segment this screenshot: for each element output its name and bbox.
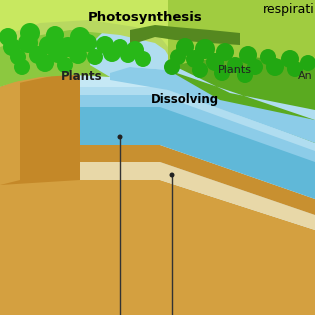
Circle shape (266, 58, 284, 76)
Polygon shape (168, 0, 315, 143)
Text: Photosynthesis: Photosynthesis (88, 10, 203, 24)
Polygon shape (0, 70, 80, 185)
Bar (11, 46, 13, 52)
Bar (224, 51, 226, 57)
Circle shape (192, 62, 208, 78)
Circle shape (237, 67, 253, 83)
Polygon shape (0, 0, 168, 55)
Polygon shape (130, 25, 240, 45)
Circle shape (214, 65, 230, 81)
Polygon shape (0, 0, 315, 115)
Bar (104, 44, 106, 50)
Circle shape (46, 26, 64, 44)
Circle shape (69, 46, 87, 64)
Bar (214, 61, 216, 67)
Polygon shape (168, 0, 315, 67)
Circle shape (112, 39, 128, 55)
Bar (194, 58, 196, 64)
Circle shape (96, 36, 114, 54)
Circle shape (70, 27, 90, 47)
Bar (221, 72, 223, 78)
Bar (119, 46, 121, 52)
Bar (87, 42, 89, 49)
Bar (134, 49, 136, 55)
Text: Dissolving: Dissolving (151, 94, 219, 106)
Circle shape (176, 38, 194, 56)
Circle shape (103, 44, 121, 62)
Circle shape (48, 43, 68, 63)
Bar (289, 58, 291, 64)
Circle shape (120, 47, 136, 63)
Text: respirati: respirati (263, 3, 315, 16)
Bar (267, 56, 269, 62)
Polygon shape (90, 20, 168, 87)
Polygon shape (0, 0, 168, 87)
Bar (199, 69, 201, 75)
Bar (247, 54, 249, 60)
Bar (294, 68, 296, 74)
Bar (17, 56, 19, 62)
Bar (21, 66, 23, 72)
Bar (274, 66, 276, 72)
Text: Plants: Plants (61, 70, 103, 83)
Bar (111, 52, 113, 58)
Polygon shape (0, 67, 50, 180)
Circle shape (164, 59, 180, 75)
Polygon shape (0, 180, 315, 315)
Bar (7, 36, 9, 43)
Polygon shape (0, 67, 75, 180)
Text: Plants: Plants (218, 65, 252, 75)
Circle shape (239, 46, 257, 64)
Polygon shape (0, 162, 315, 230)
Bar (177, 56, 179, 62)
Bar (142, 58, 144, 64)
Polygon shape (110, 67, 315, 143)
Bar (234, 64, 236, 70)
Circle shape (300, 55, 315, 71)
Bar (77, 54, 79, 60)
Circle shape (126, 41, 144, 59)
Circle shape (58, 37, 78, 57)
Polygon shape (0, 105, 315, 199)
Circle shape (57, 57, 73, 73)
Bar (127, 54, 129, 60)
Bar (66, 46, 70, 53)
Circle shape (195, 39, 215, 59)
Bar (307, 62, 309, 68)
Bar (203, 48, 207, 55)
Bar (64, 64, 66, 70)
Bar (47, 44, 49, 50)
Circle shape (216, 43, 234, 61)
Circle shape (18, 33, 38, 53)
Circle shape (281, 50, 299, 68)
Polygon shape (130, 61, 315, 120)
Polygon shape (0, 93, 315, 162)
Polygon shape (0, 0, 168, 47)
Polygon shape (0, 81, 20, 185)
Circle shape (206, 53, 224, 71)
Circle shape (227, 57, 243, 73)
Circle shape (87, 49, 103, 65)
Polygon shape (0, 87, 315, 151)
Circle shape (3, 38, 21, 56)
Bar (44, 62, 46, 68)
Circle shape (0, 28, 17, 46)
Circle shape (29, 46, 47, 64)
Circle shape (39, 36, 57, 54)
Bar (254, 66, 256, 72)
Bar (54, 34, 56, 40)
Circle shape (36, 54, 54, 72)
Bar (171, 66, 173, 72)
Circle shape (247, 59, 263, 75)
Circle shape (79, 34, 97, 52)
Bar (78, 36, 82, 43)
Circle shape (10, 49, 26, 65)
Circle shape (169, 173, 175, 177)
Bar (28, 32, 32, 39)
Circle shape (186, 50, 204, 68)
Bar (184, 46, 186, 52)
Circle shape (287, 61, 303, 77)
Circle shape (20, 23, 40, 43)
Circle shape (170, 49, 186, 65)
